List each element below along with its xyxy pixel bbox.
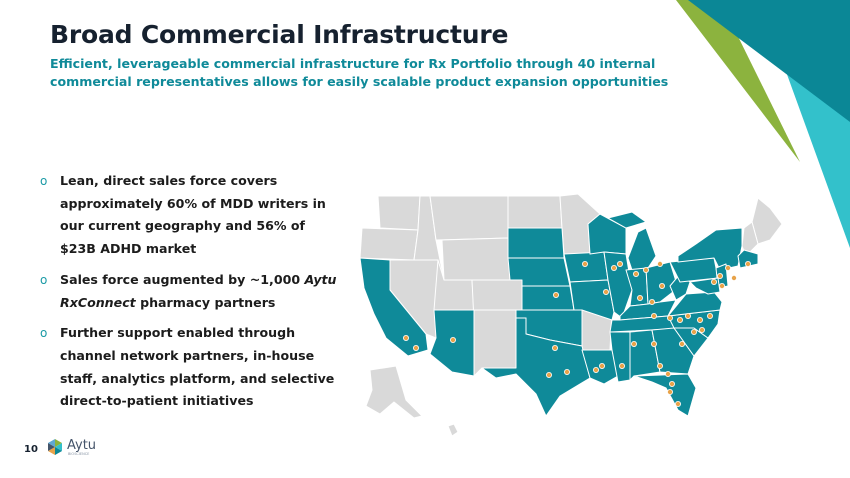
rep-marker: [718, 283, 725, 290]
deco-triangle-dark-teal: [688, 0, 850, 122]
state-california: [359, 257, 429, 357]
bullet-text: Sales force augmented by ~1,000: [60, 271, 305, 287]
rep-marker: [716, 273, 723, 280]
rep-marker: [650, 313, 657, 320]
rep-marker: [642, 267, 649, 274]
rep-marker: [413, 344, 420, 351]
state-michigan: [627, 227, 657, 271]
state-massachusetts-ct-ri: [737, 249, 759, 269]
rep-marker: [598, 362, 605, 369]
rep-marker: [656, 362, 663, 369]
rep-marker: [592, 366, 599, 373]
state-iowa: [563, 251, 609, 283]
rep-marker: [552, 292, 559, 299]
rep-marker: [650, 340, 657, 347]
rep-marker: [632, 271, 639, 278]
rep-marker: [658, 283, 665, 290]
state-florida: [633, 373, 697, 417]
rep-marker: [581, 261, 588, 268]
slide-title: Broad Commercial Infrastructure: [50, 20, 509, 49]
state-new-mexico: [473, 309, 517, 377]
bullet-emphasis: Aytu RxConnect: [60, 271, 337, 310]
state-hawaii: [447, 423, 459, 437]
rep-marker: [636, 295, 643, 302]
state-south-dakota: [507, 227, 565, 259]
rep-marker: [678, 340, 685, 347]
rep-marker: [610, 265, 617, 272]
rep-marker: [450, 336, 457, 343]
rep-marker: [730, 275, 737, 282]
deco-triangle-green: [676, 0, 800, 162]
state-alaska: [365, 365, 423, 419]
page-number: 10: [24, 444, 38, 455]
bullet-marker-icon: o: [40, 326, 48, 341]
rep-marker: [630, 340, 637, 347]
rep-marker: [684, 313, 691, 320]
rep-marker: [664, 370, 671, 377]
state-texas: [481, 317, 591, 417]
rep-marker: [551, 344, 558, 351]
rep-marker: [545, 371, 552, 378]
rep-marker: [648, 299, 655, 306]
bullet-item: o Sales force augmented by ~1,000 Aytu R…: [38, 269, 343, 314]
bullet-marker-icon: o: [40, 174, 48, 188]
aytu-logo-mark-icon: [48, 439, 62, 455]
bullet-text: Lean, direct sales force covers approxim…: [60, 173, 326, 257]
rep-marker: [602, 289, 609, 296]
aytu-logo: Aytu BIOSCIENCE: [46, 437, 116, 459]
bullet-marker-icon: o: [40, 272, 48, 287]
rep-marker: [724, 265, 731, 272]
rep-marker: [563, 368, 570, 375]
rep-marker: [674, 400, 681, 407]
bullet-item: o Further support enabled through channe…: [38, 322, 343, 413]
rep-marker: [710, 279, 717, 286]
rep-marker: [676, 316, 683, 323]
rep-marker: [618, 362, 625, 369]
slide-subtitle: Efficient, leverageable commercial infra…: [50, 56, 669, 89]
bullet-text: Further support enabled through channel …: [60, 325, 335, 409]
rep-marker: [706, 313, 713, 320]
rep-marker: [696, 316, 703, 323]
rep-marker: [668, 380, 675, 387]
bullet-item: o Lean, direct sales force covers approx…: [38, 170, 343, 261]
state-montana: [429, 195, 509, 241]
state-mississippi: [609, 331, 631, 383]
bullet-text-end: pharmacy partners: [135, 294, 276, 310]
rep-marker: [698, 326, 705, 333]
state-north-dakota: [507, 195, 563, 229]
state-oregon: [359, 227, 419, 261]
state-washington: [377, 195, 421, 231]
state-wyoming: [441, 237, 511, 281]
rep-marker: [616, 261, 623, 268]
rep-marker: [656, 261, 663, 268]
bullet-list: o Lean, direct sales force covers approx…: [38, 170, 343, 421]
state-virginia: [667, 291, 723, 317]
rep-marker: [666, 315, 673, 322]
rep-marker: [403, 334, 410, 341]
logo-wordmark: Aytu: [67, 438, 97, 453]
us-coverage-map: [359, 193, 783, 437]
rep-marker: [744, 261, 751, 268]
state-ohio: [645, 261, 679, 305]
state-arizona: [429, 309, 475, 377]
rep-marker: [690, 328, 697, 335]
state-kansas: [521, 285, 575, 311]
state-michigan-upper: [607, 211, 647, 229]
rep-marker: [666, 388, 673, 395]
logo-tagline: BIOSCIENCE: [68, 452, 90, 456]
